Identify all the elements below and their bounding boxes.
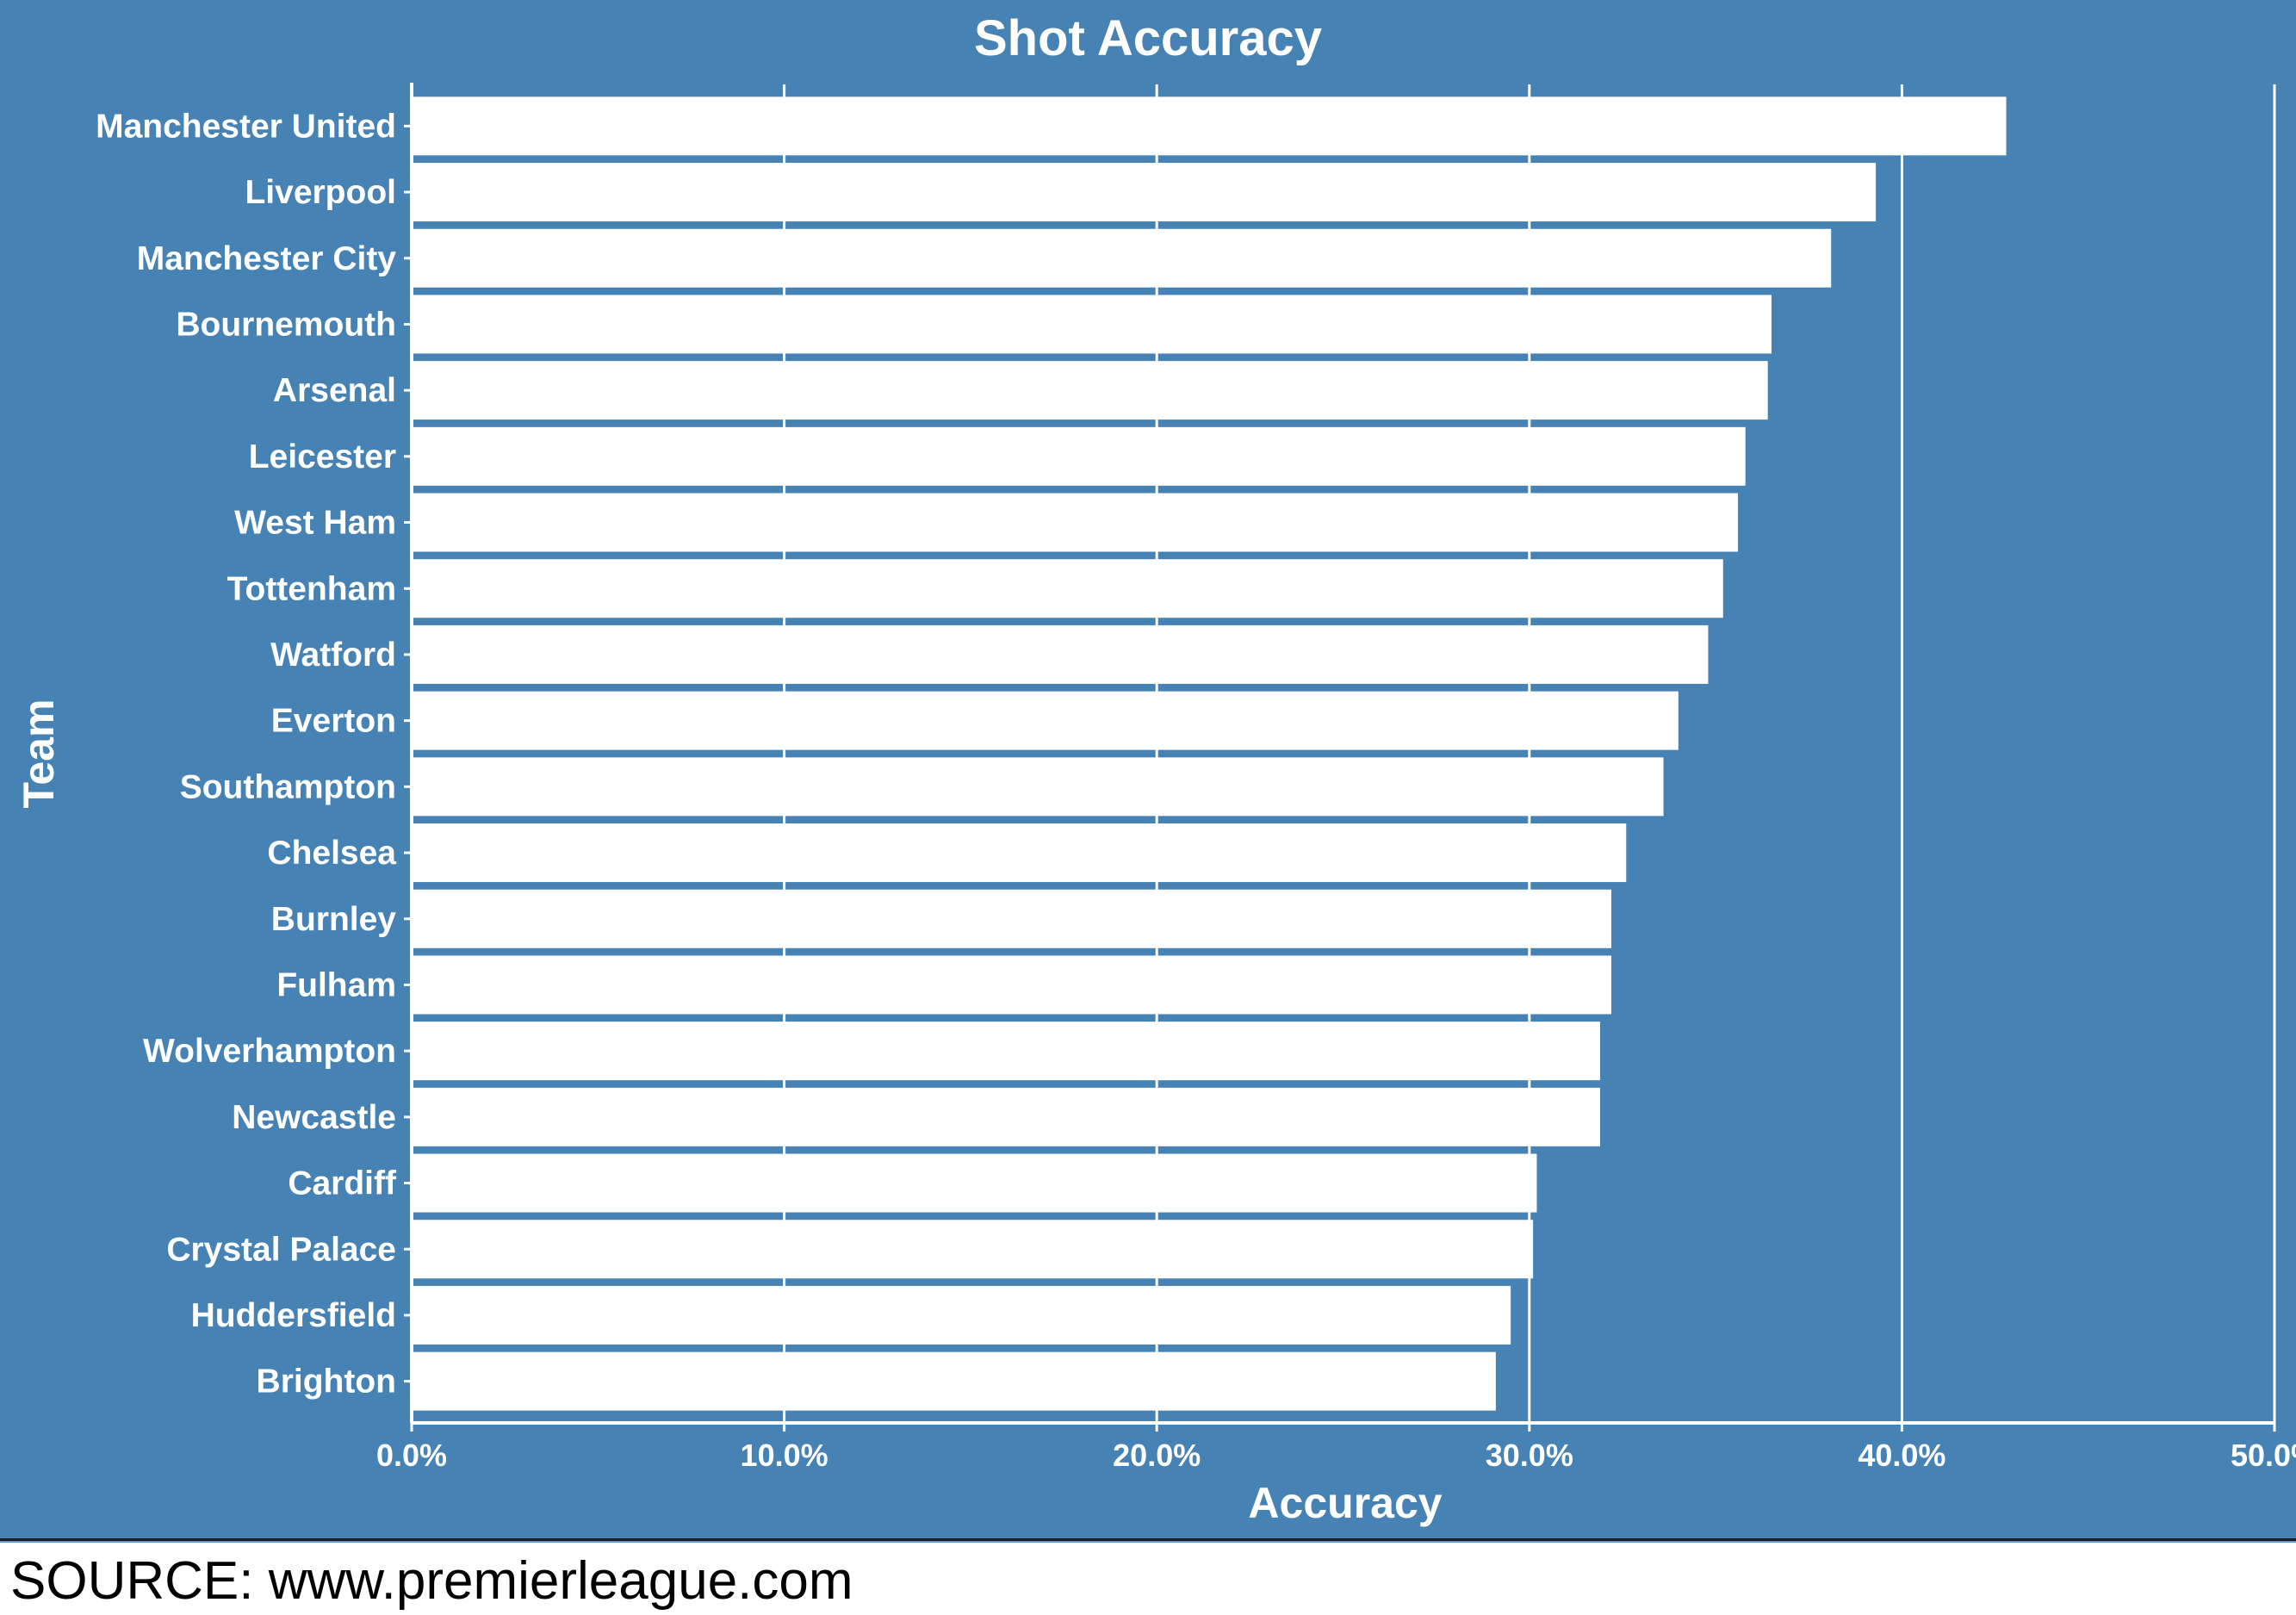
bar-15 [412, 1087, 1600, 1146]
x-tick-label-3: 30.0% [1486, 1438, 1573, 1473]
y-tick-label-5: Leicester [249, 438, 396, 475]
bar-10 [412, 757, 1664, 817]
y-tick-label-9: Everton [271, 703, 396, 740]
source-caption: SOURCE: www.premierleague.com [10, 1551, 853, 1611]
bar-12 [412, 889, 1611, 948]
y-tick-label-16: Cardiff [288, 1165, 397, 1202]
y-tick-label-1: Liverpool [245, 174, 396, 211]
x-tick-label-0: 0.0% [376, 1438, 447, 1473]
y-tick-label-11: Chelsea [267, 835, 396, 872]
y-tick-label-2: Manchester City [137, 240, 397, 277]
y-axis-title: Team [15, 699, 63, 809]
y-tick-label-15: Newcastle [232, 1099, 396, 1136]
y-tick-label-4: Arsenal [273, 372, 396, 409]
chart-title: Shot Accuracy [974, 10, 1322, 66]
y-tick-label-19: Brighton [257, 1363, 396, 1401]
x-axis-title: Accuracy [1248, 1479, 1442, 1527]
bar-2 [412, 228, 1832, 288]
y-tick-label-13: Fulham [276, 966, 396, 1003]
chart-panel: Manchester United Liverpool Manchester Cit… [0, 0, 2296, 1538]
y-tick-label-6: West Ham [234, 505, 396, 542]
y-tick-label-10: Southampton [180, 768, 396, 805]
x-tick-label-1: 10.0% [741, 1438, 828, 1473]
bar-18 [412, 1285, 1511, 1345]
bar-5 [412, 426, 1746, 486]
source-divider [0, 1538, 2296, 1541]
source-divider-accent [0, 1541, 2296, 1543]
y-tick-label-3: Bournemouth [176, 306, 396, 343]
bar-chart: Manchester United Liverpool Manchester Cit… [15, 10, 2296, 1527]
bar-17 [412, 1220, 1534, 1279]
x-tick-label-4: 40.0% [1858, 1438, 1945, 1473]
bar-8 [412, 624, 1709, 684]
y-tick-label-17: Crystal Palace [166, 1231, 396, 1268]
y-tick-label-12: Burnley [271, 901, 397, 938]
bar-0 [412, 96, 2007, 156]
bar-6 [412, 493, 1739, 552]
bar-13 [412, 955, 1611, 1015]
y-tick-label-8: Watford [270, 637, 396, 674]
x-tick-label-2: 20.0% [1113, 1438, 1201, 1473]
bar-4 [412, 361, 1768, 420]
bar-14 [412, 1022, 1600, 1081]
axes: Manchester United Liverpool Manchester Cit… [96, 83, 2296, 1473]
y-tick-label-7: Tottenham [227, 570, 396, 607]
bar-3 [412, 295, 1772, 354]
y-tick-label-18: Huddersfield [191, 1297, 396, 1334]
bar-19 [412, 1351, 1496, 1411]
bar-1 [412, 163, 1877, 222]
bar-16 [412, 1153, 1537, 1213]
x-tick-label-5: 50.0% [2231, 1438, 2296, 1473]
bar-11 [412, 823, 1627, 883]
bar-7 [412, 559, 1723, 618]
bar-9 [412, 691, 1679, 750]
y-tick-label-14: Wolverhampton [143, 1033, 396, 1070]
bars [412, 96, 2007, 1411]
y-tick-label-0: Manchester United [96, 108, 396, 145]
